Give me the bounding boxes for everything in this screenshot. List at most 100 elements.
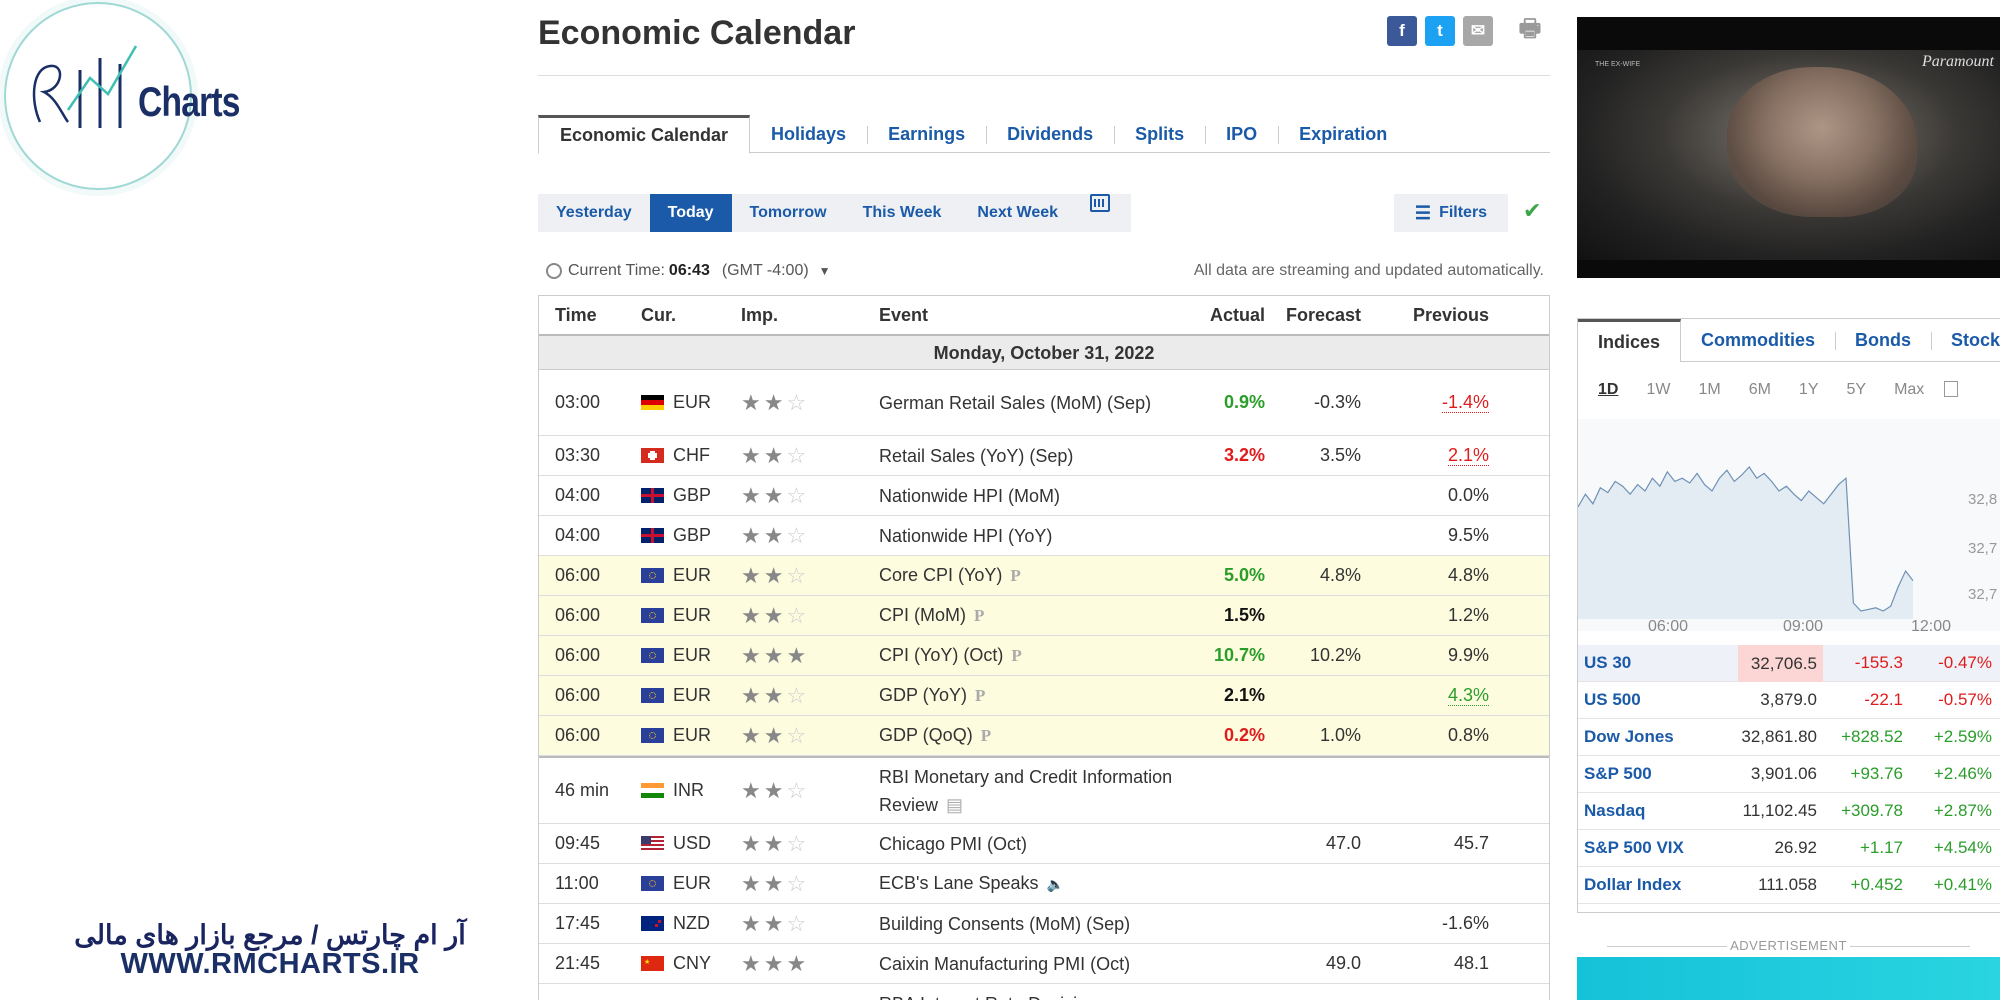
event-title[interactable]: Caixin Manufacturing PMI (Oct) [879,953,1131,974]
event-name[interactable]: GDP (YoY) P [879,681,1175,710]
index-name[interactable]: Dow Jones [1584,727,1674,746]
table-row[interactable]: 06:00 EUR ★ ★ ☆ GDP (YoY) P 2.1% 4.3% [539,676,1549,716]
document-icon[interactable]: ▤ [946,794,964,815]
index-name[interactable]: Dollar Index [1584,875,1682,894]
event-title[interactable]: GDP (YoY) [879,685,968,705]
table-row[interactable]: 17:45 NZD ★ ★ ☆ Building Consents (MoM) (Sep)… [539,904,1549,944]
col-event[interactable]: Event [879,305,929,325]
event-name[interactable]: CPI (YoY) (Oct) P [879,641,1175,670]
index-row[interactable]: US 30 32,706.5 -155.3 -0.47% [1578,644,2000,682]
event-title[interactable]: CPI (YoY) (Oct) [879,645,1004,665]
date-button-today[interactable]: Today [649,194,732,232]
period-1y[interactable]: 1Y [1798,381,1819,398]
period-max[interactable]: Max [1894,381,1925,398]
index-row[interactable]: Dow Jones 32,861.80 +828.52 +2.59% [1578,719,2000,756]
date-button-this-week[interactable]: This Week [862,204,942,221]
event-name[interactable]: Nationwide HPI (YoY) [879,522,1175,550]
advertisement-banner[interactable] [1577,957,2000,1000]
col-time[interactable]: Time [555,304,597,325]
event-title[interactable]: Chicago PMI (Oct) [879,833,1028,854]
tab-dividends[interactable]: Dividends [986,115,1114,153]
date-button-yesterday[interactable]: Yesterday [556,204,632,221]
date-button-next-week[interactable]: Next Week [977,204,1059,221]
event-name[interactable]: ECB's Lane Speaks 🔈 [879,869,1175,898]
markets-tab-commodities[interactable]: Commodities [1701,330,1816,350]
index-name[interactable]: Nasdaq [1584,801,1646,820]
event-name[interactable]: Building Consents (MoM) (Sep) [879,910,1175,938]
twitter-icon[interactable]: t [1425,16,1455,46]
chart-type-icon[interactable] [1944,381,1959,397]
markets-tab-stock[interactable]: Stock [1931,319,2000,362]
print-icon[interactable]: 🖶 [1518,14,1542,42]
event-name[interactable]: Retail Sales (YoY) (Sep) [879,442,1175,470]
index-row[interactable]: Nasdaq 11,102.45 +309.78 +2.87% [1578,793,2000,830]
table-row[interactable]: 09:45 USD ★ ★ ☆ Chicago PMI (Oct) 47.0 45.7 [539,824,1549,864]
event-title[interactable]: German Retail Sales (MoM) (Sep) [879,392,1152,413]
index-row[interactable]: Dollar Index 111.058 +0.452 +0.41% [1578,867,2000,904]
index-name[interactable]: S&P 500 VIX [1584,838,1684,857]
event-title[interactable]: Retail Sales (YoY) (Sep) [879,445,1074,466]
col-actual[interactable]: Actual [1209,304,1265,325]
period-1m[interactable]: 1M [1698,381,1721,398]
current-time[interactable]: Current Time: 06:43 (GMT -4:00) ▼ [546,262,831,280]
tab-holidays[interactable]: Holidays [771,123,847,144]
period-1w[interactable]: 1W [1646,381,1671,398]
markets-tab-indices[interactable]: Indices [1578,319,1682,362]
footer-url[interactable]: WWW.RMCHARTS.IR [120,948,420,980]
event-title[interactable]: Nationwide HPI (MoM) [879,485,1061,506]
event-name[interactable]: GDP (QoQ) P [879,721,1175,750]
col-importance[interactable]: Imp. [741,304,779,325]
index-chart[interactable] [1578,419,2000,631]
index-row[interactable]: US 500 3,879.0 -22.1 -0.57% [1578,682,2000,719]
event-title[interactable]: RBA Interest Rate Decision [879,994,1097,1000]
event-title[interactable]: Core CPI (YoY) [879,565,1003,585]
speaker-icon[interactable]: 🔈 [1046,876,1064,892]
table-row[interactable]: 06:00 EUR ★ ★ ☆ GDP (QoQ) P 0.2% 1.0% 0.8% [539,716,1549,756]
index-name[interactable]: US 30 [1584,653,1632,672]
facebook-icon[interactable]: f [1387,16,1417,46]
table-row[interactable]: 06:00 EUR ★ ★ ☆ CPI (MoM) P 1.5% 1.2% [539,596,1549,636]
event-name[interactable]: Chicago PMI (Oct) [879,830,1175,858]
tab-ipo[interactable]: IPO [1205,115,1278,153]
event-name[interactable]: Nationwide HPI (MoM) [879,482,1175,510]
table-row[interactable]: 06:00 EUR ★ ★ ★ CPI (YoY) (Oct) P 10.7% 10.2% 9.9… [539,636,1549,676]
col-forecast[interactable]: Forecast [1285,304,1361,325]
table-row[interactable]: 21:45 ★ CNY ★ ★ ★ Caixin Manufacturing PMI (Oc… [539,944,1549,984]
index-name[interactable]: US 500 [1584,690,1641,709]
date-button-tomorrow[interactable]: Tomorrow [749,204,827,221]
index-name[interactable]: S&P 500 [1584,764,1652,783]
tab-splits[interactable]: Splits [1114,115,1205,153]
event-title[interactable]: Building Consents (MoM) (Sep) [879,913,1131,934]
calendar-icon[interactable] [1090,194,1111,212]
event-name[interactable]: RBI Monetary and Credit Information Revi… [879,763,1175,819]
event-title[interactable]: ECB's Lane Speaks [879,873,1039,893]
period-1d[interactable]: 1D [1598,381,1619,398]
event-title[interactable]: CPI (MoM) [879,605,966,625]
rmcharts-logo[interactable]: Charts [0,0,240,200]
event-name[interactable]: RBA Interest Rate Decision [879,990,1175,1000]
period-6m[interactable]: 6M [1748,381,1771,398]
event-name[interactable]: CPI (MoM) P [879,601,1175,630]
video-ad[interactable]: THE EX-WIFE Paramount [1577,17,2000,278]
tab-economic-calendar[interactable]: Economic Calendar [538,115,751,154]
table-row[interactable]: 03:30 CHF ★ ★ ☆ Retail Sales (YoY) (Sep) 3.2% 3… [539,436,1549,476]
event-name[interactable]: German Retail Sales (MoM) (Sep) [879,389,1175,417]
event-title[interactable]: RBI Monetary and Credit Information Revi… [879,766,1173,815]
index-row[interactable]: S&P 500 VIX 26.92 +1.17 +4.54% [1578,830,2000,867]
table-row[interactable]: 03:00 EUR ★ ★ ☆ German Retail Sales (MoM) (Se… [539,370,1549,436]
table-row[interactable]: 04:00 GBP ★ ★ ☆ Nationwide HPI (MoM) 0.0% [539,476,1549,516]
table-row[interactable]: RBA Interest Rate Decision [539,984,1549,1000]
event-title[interactable]: GDP (QoQ) [879,725,973,745]
table-row[interactable]: 46 min INR ★ ★ ☆ RBI Monetary and Credit Info… [539,756,1549,824]
tab-expiration[interactable]: Expiration [1278,115,1408,153]
table-row[interactable]: 04:00 GBP ★ ★ ☆ Nationwide HPI (YoY) 9.5% [539,516,1549,556]
tab-earnings[interactable]: Earnings [867,115,986,153]
event-title[interactable]: Nationwide HPI (YoY) [879,525,1053,546]
filters-button[interactable]: ☰ Filters [1394,194,1508,232]
event-name[interactable]: Caixin Manufacturing PMI (Oct) [879,950,1175,978]
event-name[interactable]: Core CPI (YoY) P [879,561,1175,590]
index-row[interactable]: S&P 500 3,901.06 +93.76 +2.46% [1578,756,2000,793]
table-row[interactable]: 06:00 EUR ★ ★ ☆ Core CPI (YoY) P 5.0% 4.8% 4.8% [539,556,1549,596]
table-row[interactable]: 11:00 EUR ★ ★ ☆ ECB's Lane Speaks 🔈 [539,864,1549,904]
col-previous[interactable]: Previous [1412,304,1489,325]
